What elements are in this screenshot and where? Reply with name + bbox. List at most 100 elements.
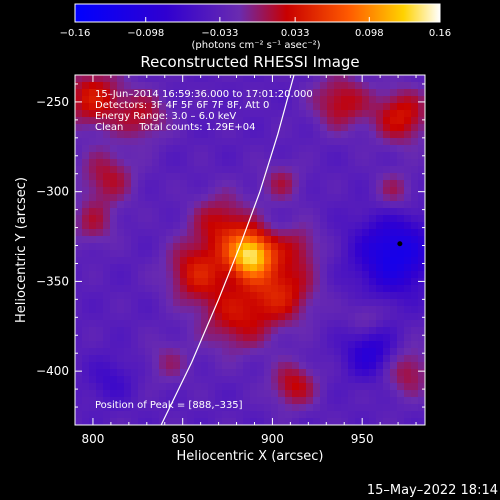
heatmap-cell — [110, 75, 118, 83]
heatmap-cell — [229, 299, 237, 307]
heatmap-cell — [397, 250, 405, 258]
heatmap-cell — [131, 173, 139, 181]
heatmap-cell — [222, 131, 230, 139]
heatmap-cell — [208, 411, 216, 419]
heatmap-cell — [264, 376, 272, 384]
heatmap-cell — [180, 215, 188, 223]
heatmap-cell — [404, 397, 412, 405]
heatmap-cell — [313, 236, 321, 244]
heatmap-cell — [159, 103, 167, 111]
heatmap-cell — [180, 397, 188, 405]
heatmap-cell — [159, 334, 167, 342]
heatmap-cell — [96, 96, 104, 104]
heatmap-cell — [257, 75, 265, 83]
heatmap-cell — [173, 110, 181, 118]
heatmap-cell — [145, 166, 153, 174]
heatmap-cell — [194, 201, 202, 209]
heatmap-cell — [369, 110, 377, 118]
heatmap-cell — [173, 222, 181, 230]
heatmap-cell — [103, 236, 111, 244]
heatmap-cell — [278, 96, 286, 104]
heatmap-cell — [271, 362, 279, 370]
heatmap-cell — [411, 355, 419, 363]
heatmap-cell — [187, 278, 195, 286]
heatmap-cell — [320, 117, 328, 125]
heatmap-cell — [201, 271, 209, 279]
heatmap-cell — [355, 229, 363, 237]
heatmap-cell — [180, 404, 188, 412]
heatmap-cell — [236, 390, 244, 398]
heatmap-cell — [208, 327, 216, 335]
heatmap-cell — [257, 278, 265, 286]
heatmap-cell — [334, 96, 342, 104]
heatmap-cell — [404, 411, 412, 419]
heatmap-cell — [313, 180, 321, 188]
heatmap-cell — [110, 110, 118, 118]
heatmap-cell — [222, 82, 230, 90]
heatmap-cell — [327, 103, 335, 111]
heatmap-cell — [243, 103, 251, 111]
heatmap-cell — [418, 411, 425, 419]
heatmap-cell — [131, 278, 139, 286]
heatmap-cell — [355, 82, 363, 90]
heatmap-cell — [131, 334, 139, 342]
heatmap-cell — [222, 341, 230, 349]
heatmap-cell — [369, 376, 377, 384]
heatmap-cell — [103, 110, 111, 118]
heatmap-cell — [96, 180, 104, 188]
heatmap-cell — [285, 229, 293, 237]
heatmap-cell — [383, 89, 391, 97]
heatmap-cell — [96, 117, 104, 125]
heatmap-cell — [369, 299, 377, 307]
heatmap-cell — [383, 250, 391, 258]
heatmap-cell — [117, 194, 125, 202]
heatmap-cell — [383, 110, 391, 118]
heatmap-cell — [348, 152, 356, 160]
heatmap-cell — [299, 306, 307, 314]
heatmap-cell — [264, 397, 272, 405]
heatmap-cell — [82, 89, 90, 97]
heatmap-cell — [404, 75, 412, 83]
heatmap-cell — [264, 152, 272, 160]
heatmap-cell — [320, 243, 328, 251]
heatmap-cell — [145, 376, 153, 384]
heatmap-cell — [313, 166, 321, 174]
heatmap-cell — [180, 299, 188, 307]
heatmap-cell — [173, 264, 181, 272]
heatmap-cell — [124, 257, 132, 265]
heatmap-cell — [299, 138, 307, 146]
heatmap-cell — [341, 257, 349, 265]
heatmap-cell — [292, 362, 300, 370]
heatmap-cell — [173, 299, 181, 307]
heatmap-cell — [229, 173, 237, 181]
heatmap-cell — [82, 362, 90, 370]
heatmap-cell — [257, 166, 265, 174]
heatmap-cell — [355, 194, 363, 202]
heatmap-cell — [82, 103, 90, 111]
heatmap-cell — [110, 404, 118, 412]
heatmap-cell — [243, 215, 251, 223]
heatmap-cell — [96, 257, 104, 265]
heatmap-cell — [166, 152, 174, 160]
heatmap-cell — [369, 257, 377, 265]
heatmap-cell — [383, 404, 391, 412]
heatmap-cell — [383, 82, 391, 90]
heatmap-cell — [236, 264, 244, 272]
heatmap-cell — [397, 299, 405, 307]
heatmap-cell — [208, 292, 216, 300]
heatmap-cell — [397, 348, 405, 356]
heatmap-cell — [376, 299, 384, 307]
heatmap-cell — [110, 222, 118, 230]
heatmap-cell — [89, 166, 97, 174]
heatmap-cell — [271, 404, 279, 412]
heatmap-cell — [82, 250, 90, 258]
heatmap-cell — [257, 362, 265, 370]
heatmap-cell — [243, 320, 251, 328]
heatmap-cell — [75, 355, 83, 363]
annotation-total-counts: Clean Total counts: 1.29E+04 — [95, 122, 255, 133]
heatmap-cell — [292, 138, 300, 146]
heatmap-cell — [390, 327, 398, 335]
heatmap-cell — [313, 341, 321, 349]
heatmap-cell — [362, 173, 370, 181]
heatmap-cell — [194, 418, 202, 425]
